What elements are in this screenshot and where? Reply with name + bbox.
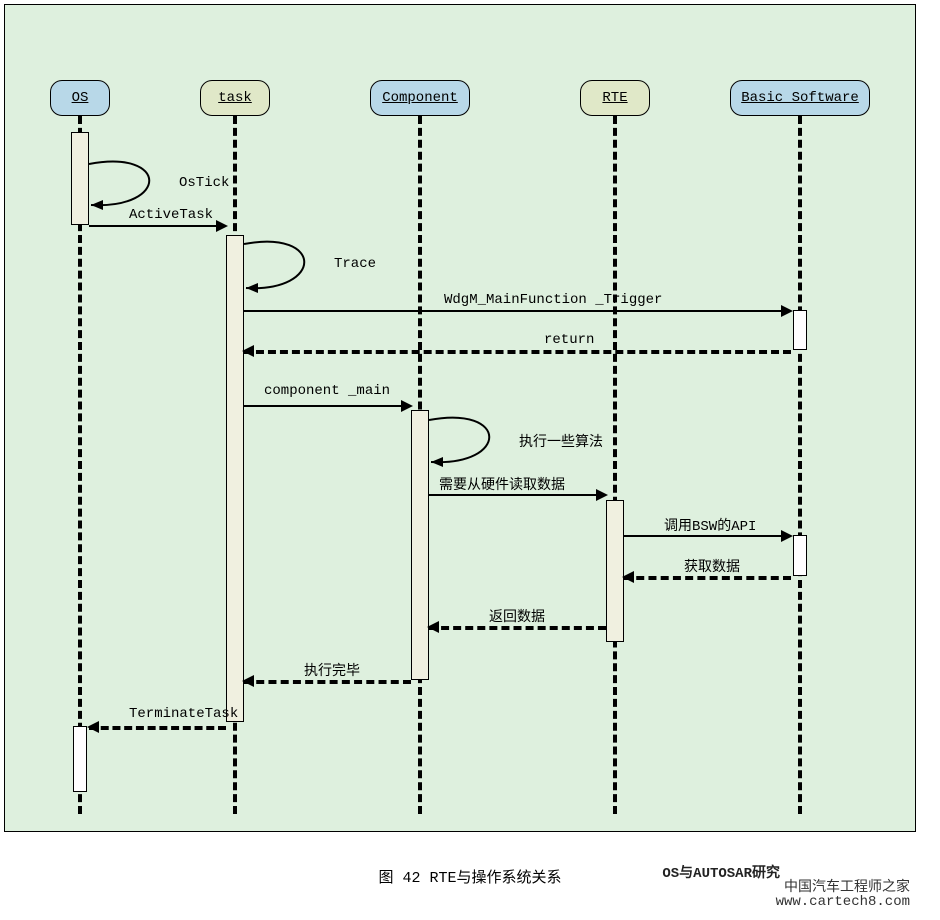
diagram-canvas: OS task Component RTE Basic Software OsTick Tr… <box>0 0 940 920</box>
msg-3-head <box>401 400 413 412</box>
watermark-line1: OS与AUTOSAR研究 <box>662 862 780 882</box>
watermark-line2: 中国汽车工程师之家 <box>784 876 910 896</box>
msg-6-label: 获取数据 <box>684 556 740 576</box>
msg-5-head <box>781 530 793 542</box>
msg-4-head <box>596 489 608 501</box>
msg-0-line <box>89 225 226 227</box>
msg-9-label: TerminateTask <box>129 706 238 722</box>
activation-os-0 <box>71 132 89 225</box>
msg-7-label: 返回数据 <box>489 606 545 626</box>
msg-5-line <box>624 535 791 537</box>
msg-9-line <box>89 726 226 730</box>
participant-comp: Component <box>370 80 470 116</box>
msg-2-label: return <box>544 332 594 348</box>
msg-4-label: 需要从硬件读取数据 <box>439 474 565 494</box>
participant-bsw: Basic Software <box>730 80 870 116</box>
activation-bsw-5 <box>793 535 807 576</box>
sequence-diagram: OS task Component RTE Basic Software OsTick Tr… <box>0 0 940 920</box>
participant-task: task <box>200 80 270 116</box>
msg-8-head <box>242 675 254 687</box>
msg-7-head <box>427 621 439 633</box>
msg-4-line <box>429 494 606 496</box>
msg-0-head <box>216 220 228 232</box>
participant-os: OS <box>50 80 110 116</box>
msg-9-head <box>87 721 99 733</box>
msg-1-head <box>781 305 793 317</box>
msg-8-line <box>244 680 411 684</box>
msg-7-line <box>429 626 606 630</box>
msg-3-label: component _main <box>264 383 390 399</box>
msg-1-line <box>244 310 791 312</box>
self-msg-label-os-0: OsTick <box>179 175 229 191</box>
watermark-line3: www.cartech8.com <box>776 894 910 910</box>
msg-5-label: 调用BSW的API <box>664 515 756 535</box>
self-msg-label-comp-2: 执行一些算法 <box>519 431 603 451</box>
activation-bsw-4 <box>793 310 807 350</box>
msg-1-label: WdgM_MainFunction _Trigger <box>444 292 662 308</box>
lifeline-rte <box>613 116 617 814</box>
self-msg-comp-2 <box>429 410 529 476</box>
msg-8-label: 执行完毕 <box>304 660 360 680</box>
self-msg-label-task-1: Trace <box>334 256 376 272</box>
activation-comp-2 <box>411 410 429 680</box>
lifeline-bsw <box>798 116 802 814</box>
msg-6-head <box>622 571 634 583</box>
self-msg-task-1 <box>244 234 344 302</box>
activation-os-6 <box>73 726 87 792</box>
msg-2-head <box>242 345 254 357</box>
msg-6-line <box>624 576 791 580</box>
msg-2-line <box>244 350 791 354</box>
msg-3-line <box>244 405 411 407</box>
msg-0-label: ActiveTask <box>129 207 213 223</box>
activation-task-1 <box>226 235 244 722</box>
participant-rte: RTE <box>580 80 650 116</box>
